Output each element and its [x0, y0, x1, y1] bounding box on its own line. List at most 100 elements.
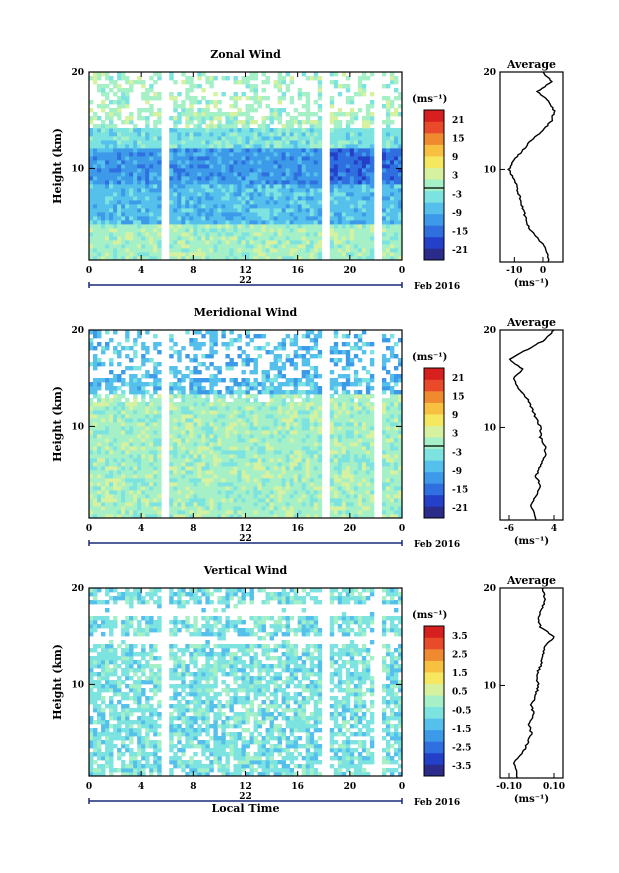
heatmap-cell — [249, 486, 254, 491]
heatmap-cell — [233, 116, 238, 121]
heatmap-cell — [129, 374, 134, 379]
heatmap-cell — [205, 470, 210, 475]
heatmap-cell — [241, 430, 246, 435]
heatmap-cell — [305, 462, 311, 467]
heatmap-cell — [293, 172, 299, 177]
heatmap-cell — [385, 172, 391, 177]
heatmap-cell — [365, 212, 371, 217]
heatmap-cell — [317, 84, 323, 89]
heatmap-cell — [217, 482, 222, 487]
heatmap-cell — [349, 96, 355, 101]
heatmap-cell — [337, 92, 343, 97]
heatmap-cell — [313, 244, 319, 249]
heatmap-cell — [253, 414, 258, 419]
heatmap-cell — [209, 200, 214, 205]
heatmap-cell — [101, 108, 106, 113]
heatmap-cell — [313, 494, 319, 499]
heatmap-cell — [185, 232, 190, 237]
heatmap-cell — [297, 494, 303, 499]
heatmap-cell — [201, 506, 206, 511]
heatmap-cell — [185, 76, 190, 81]
heatmap-cell — [277, 422, 283, 427]
heatmap-cell — [317, 80, 323, 85]
heatmap-cell — [233, 100, 238, 105]
heatmap-cell — [289, 510, 295, 515]
heatmap-cell — [213, 180, 218, 185]
heatmap-cell — [129, 482, 134, 487]
heatmap-cell — [209, 156, 214, 161]
heatmap-cell — [229, 188, 234, 193]
heatmap-cell — [237, 450, 242, 455]
heatmap-cell — [285, 466, 291, 471]
heatmap-cell — [145, 208, 150, 213]
heatmap-cell — [141, 354, 146, 359]
heatmap-cell — [257, 180, 262, 185]
heatmap-cell — [285, 486, 291, 491]
heatmap-cell — [237, 478, 242, 483]
heatmap-cell — [329, 72, 335, 77]
heatmap-cell — [217, 188, 222, 193]
heatmap-cell — [205, 196, 210, 201]
heatmap-cell — [105, 172, 110, 177]
heatmap-cell — [277, 208, 283, 213]
heatmap-cell — [97, 450, 102, 455]
heatmap-cell — [253, 382, 258, 387]
heatmap-cell — [305, 470, 311, 475]
heatmap-cell — [357, 192, 363, 197]
heatmap-cell — [233, 506, 238, 511]
heatmap-cell — [109, 362, 114, 367]
heatmap-cell — [133, 438, 138, 443]
heatmap-cell — [369, 224, 375, 229]
heatmap-cell — [141, 466, 146, 471]
heatmap-cell — [149, 172, 154, 177]
heatmap-cell — [133, 434, 138, 439]
heatmap-cell — [189, 236, 194, 241]
heatmap-cell — [185, 244, 190, 249]
heatmap-cell — [157, 486, 162, 491]
heatmap-cell — [109, 370, 114, 375]
heatmap-cell — [97, 128, 102, 133]
heatmap-cell — [265, 176, 270, 181]
heatmap-cell — [281, 188, 287, 193]
heatmap-cell — [389, 248, 395, 253]
heatmap-cell — [273, 358, 278, 363]
heatmap-cell — [381, 144, 387, 149]
heatmap-cell — [297, 394, 303, 399]
heatmap-cell — [189, 176, 194, 181]
heatmap-cell — [129, 366, 134, 371]
heatmap-cell — [297, 96, 303, 101]
heatmap-cell — [157, 140, 162, 145]
heatmap-cell — [105, 232, 110, 237]
heatmap-cell — [297, 176, 303, 181]
heatmap-cell — [273, 374, 278, 379]
heatmap-cell — [277, 410, 283, 415]
heatmap-cell — [285, 430, 291, 435]
heatmap-cell — [261, 132, 266, 137]
heatmap-cell — [201, 240, 206, 245]
heatmap-cell — [133, 172, 138, 177]
heatmap-cell — [169, 188, 174, 193]
heatmap-cell — [89, 156, 94, 161]
heatmap-cell — [113, 410, 118, 415]
heatmap-cell — [305, 486, 311, 491]
heatmap-cell — [261, 438, 266, 443]
heatmap-cell — [133, 498, 138, 503]
heatmap-cell — [141, 168, 146, 173]
heatmap-cell — [129, 128, 134, 133]
heatmap-cell — [169, 92, 174, 97]
heatmap-cell — [193, 494, 198, 499]
heatmap-cell — [393, 132, 399, 137]
heatmap-cell — [193, 398, 198, 403]
heatmap-cell — [257, 152, 262, 157]
heatmap-cell — [153, 120, 158, 125]
heatmap-cell — [381, 220, 387, 225]
heatmap-cell — [317, 244, 323, 249]
heatmap-cell — [89, 466, 94, 471]
heatmap-cell — [213, 220, 218, 225]
heatmap-cell — [93, 514, 98, 519]
heatmap-cell — [109, 232, 114, 237]
heatmap-cell — [269, 152, 274, 157]
heatmap-cell — [217, 212, 222, 217]
heatmap-cell — [353, 176, 359, 181]
heatmap-cell — [169, 438, 174, 443]
